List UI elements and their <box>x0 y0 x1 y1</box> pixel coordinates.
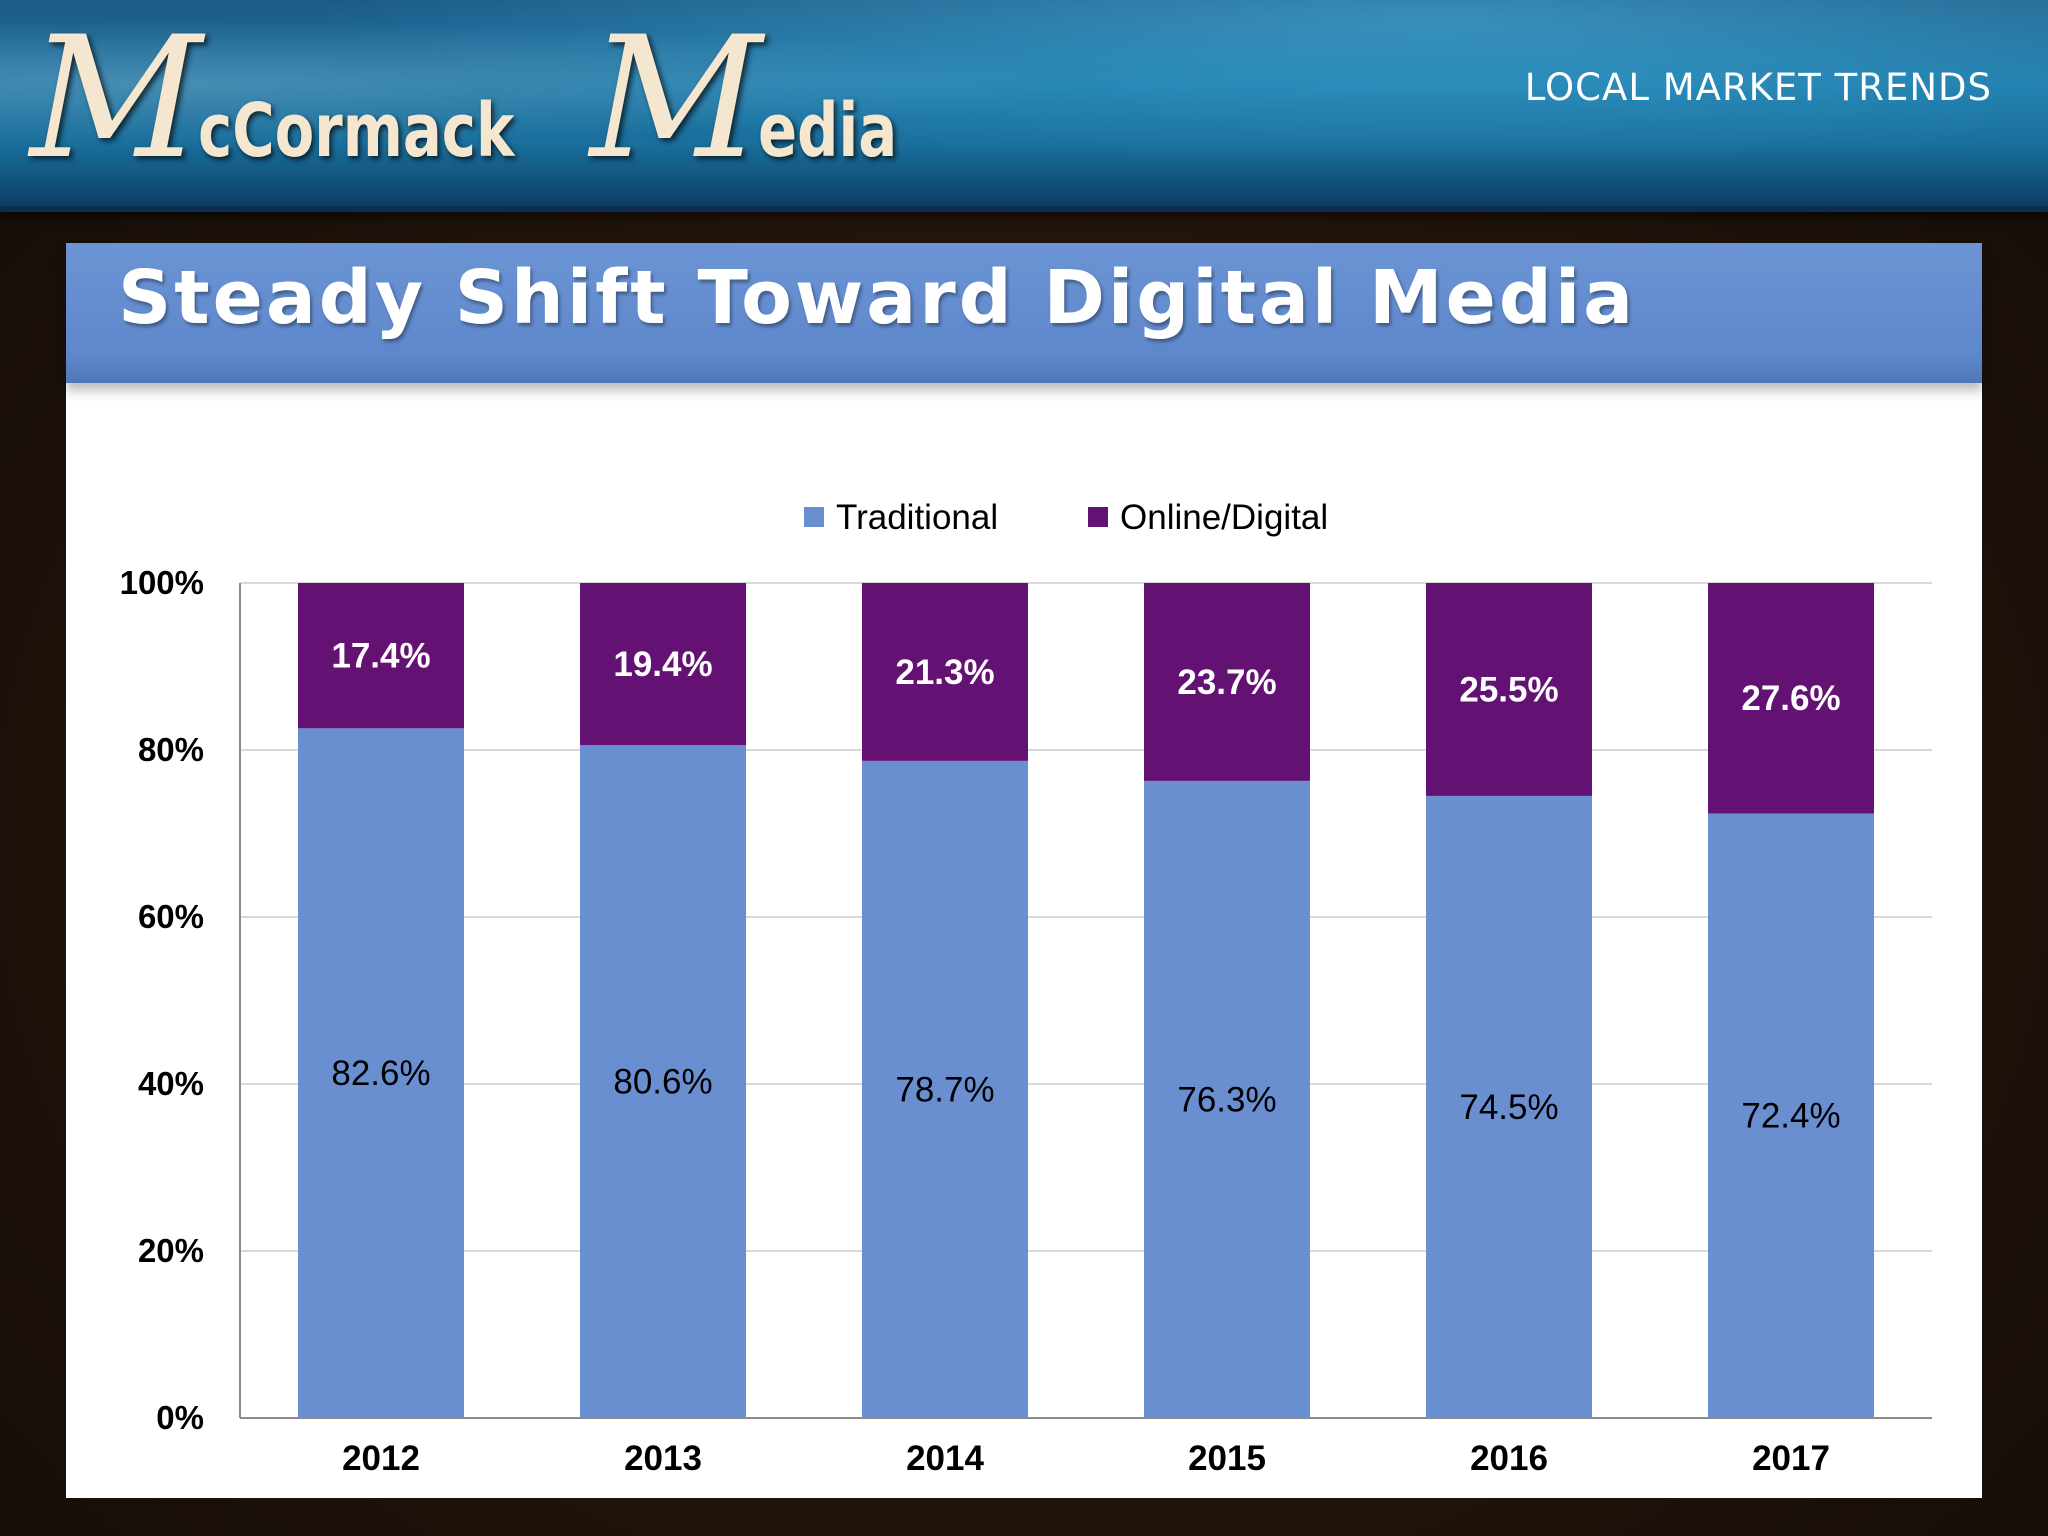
data-label-traditional: 78.7% <box>895 1070 994 1109</box>
data-label-traditional: 80.6% <box>613 1062 712 1101</box>
slide-title: Steady Shift Toward Digital Media <box>118 255 1637 341</box>
bar-traditional <box>1708 813 1874 1418</box>
header-banner: McCormack Media LOCAL MARKET TRENDS <box>0 0 2048 212</box>
x-tick-label: 2013 <box>624 1439 702 1478</box>
logo-letter: M <box>590 0 762 196</box>
bar-online-digital <box>862 583 1028 761</box>
bar-online-digital <box>1426 583 1592 796</box>
data-label-online-digital: 27.6% <box>1741 679 1840 718</box>
legend-label-traditional: Traditional <box>836 498 998 537</box>
data-label-online-digital: 21.3% <box>895 653 994 692</box>
bar-online-digital <box>580 583 746 745</box>
mccormack-media-logo: McCormack Media <box>30 8 937 198</box>
logo-text: cCormack <box>198 88 515 174</box>
y-tick-label: 0% <box>156 1399 204 1436</box>
x-tick-label: 2012 <box>342 1439 420 1478</box>
bar-traditional <box>1426 795 1592 1418</box>
slide-panel: Steady Shift Toward Digital Media 82.6% 1… <box>66 243 1982 1498</box>
data-label-traditional: 76.3% <box>1177 1080 1276 1119</box>
y-tick-label: 40% <box>138 1065 204 1102</box>
legend-swatch-online-digital <box>1088 507 1108 527</box>
data-label-online-digital: 25.5% <box>1459 670 1558 709</box>
legend-label-online-digital: Online/Digital <box>1120 498 1328 537</box>
data-label-traditional: 72.4% <box>1741 1097 1840 1136</box>
y-tick-label: 80% <box>138 731 204 768</box>
bar-traditional <box>298 728 464 1418</box>
data-label-online-digital: 23.7% <box>1177 663 1276 702</box>
x-tick-label: 2017 <box>1752 1439 1830 1478</box>
y-tick-label: 100% <box>120 564 204 601</box>
y-tick-label: 60% <box>138 898 204 935</box>
bar-online-digital <box>1144 583 1310 781</box>
logo-letter: M <box>30 0 202 196</box>
x-tick-label: 2016 <box>1470 1439 1548 1478</box>
data-label-online-digital: 19.4% <box>613 645 712 684</box>
y-tick-label: 20% <box>138 1232 204 1269</box>
bar-traditional <box>1144 780 1310 1418</box>
data-label-traditional: 74.5% <box>1459 1088 1558 1127</box>
x-tick-label: 2015 <box>1188 1439 1266 1478</box>
bar-online-digital <box>1708 583 1874 814</box>
logo-text: edia <box>758 88 898 174</box>
legend-swatch-traditional <box>804 507 824 527</box>
data-label-traditional: 82.6% <box>331 1054 430 1093</box>
bar-traditional <box>862 760 1028 1418</box>
stacked-bar-chart: 82.6% 17.4% 80.6% 19.4% 78.7% 21.3% 76.3% 23.7%… <box>120 498 1932 1478</box>
title-bar: Steady Shift Toward Digital Media <box>66 243 1982 383</box>
data-label-online-digital: 17.4% <box>331 637 430 676</box>
x-tick-label: 2014 <box>906 1439 984 1478</box>
section-label: LOCAL MARKET TRENDS <box>1524 66 1992 109</box>
bar-traditional <box>580 744 746 1418</box>
bar-online-digital <box>298 583 464 729</box>
